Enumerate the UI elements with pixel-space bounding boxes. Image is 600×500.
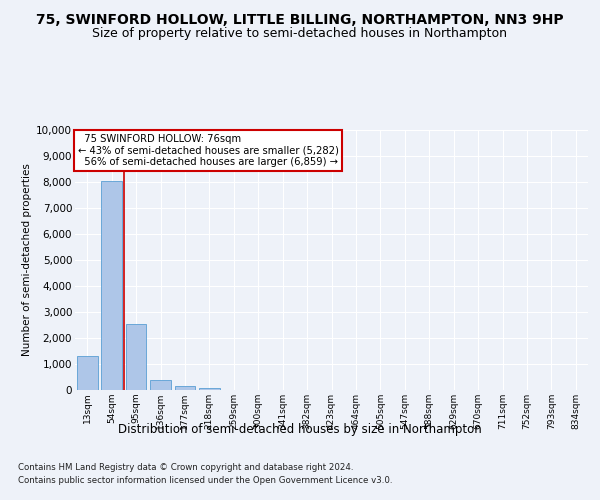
- Bar: [150, 380, 171, 390]
- Bar: [199, 388, 220, 390]
- Text: Distribution of semi-detached houses by size in Northampton: Distribution of semi-detached houses by …: [118, 422, 482, 436]
- Text: Size of property relative to semi-detached houses in Northampton: Size of property relative to semi-detach…: [92, 28, 508, 40]
- Y-axis label: Number of semi-detached properties: Number of semi-detached properties: [22, 164, 32, 356]
- Text: 75 SWINFORD HOLLOW: 76sqm
← 43% of semi-detached houses are smaller (5,282)
  56: 75 SWINFORD HOLLOW: 76sqm ← 43% of semi-…: [77, 134, 338, 167]
- Bar: [125, 324, 146, 390]
- Bar: [101, 180, 122, 390]
- Bar: [175, 386, 196, 390]
- Text: Contains HM Land Registry data © Crown copyright and database right 2024.: Contains HM Land Registry data © Crown c…: [18, 462, 353, 471]
- Text: Contains public sector information licensed under the Open Government Licence v3: Contains public sector information licen…: [18, 476, 392, 485]
- Text: 75, SWINFORD HOLLOW, LITTLE BILLING, NORTHAMPTON, NN3 9HP: 75, SWINFORD HOLLOW, LITTLE BILLING, NOR…: [36, 12, 564, 26]
- Bar: [77, 356, 98, 390]
